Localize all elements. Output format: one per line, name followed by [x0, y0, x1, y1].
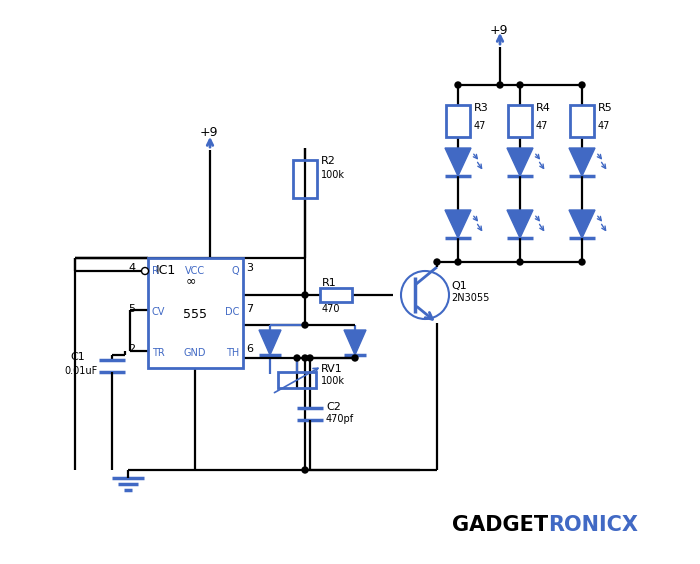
Text: 5: 5 — [128, 304, 135, 314]
Polygon shape — [569, 210, 595, 238]
Circle shape — [497, 82, 503, 88]
Text: C2: C2 — [326, 402, 341, 412]
Circle shape — [455, 82, 461, 88]
Circle shape — [455, 259, 461, 265]
Text: 3: 3 — [246, 263, 253, 273]
Polygon shape — [507, 210, 533, 238]
Text: CV: CV — [152, 307, 165, 317]
Text: 0.01uF: 0.01uF — [64, 366, 97, 376]
Circle shape — [307, 355, 313, 361]
Circle shape — [302, 322, 308, 328]
Circle shape — [579, 82, 585, 88]
Text: 2: 2 — [128, 344, 135, 354]
Bar — [320, 288, 352, 302]
Text: GND: GND — [183, 348, 206, 358]
Circle shape — [517, 82, 523, 88]
Bar — [570, 105, 594, 137]
Text: TH: TH — [225, 348, 239, 358]
Text: 47: 47 — [536, 121, 548, 131]
Text: IC1: IC1 — [156, 264, 176, 277]
Text: 4: 4 — [128, 263, 135, 273]
Text: R5: R5 — [598, 103, 612, 113]
Text: R2: R2 — [321, 156, 336, 166]
Text: 2N3055: 2N3055 — [451, 293, 489, 303]
Text: DC: DC — [225, 307, 239, 317]
Polygon shape — [445, 148, 471, 176]
Text: R1: R1 — [322, 278, 337, 288]
Text: GADGET: GADGET — [452, 515, 548, 535]
Circle shape — [302, 355, 308, 361]
Polygon shape — [344, 330, 366, 355]
Circle shape — [579, 259, 585, 265]
Text: Q1: Q1 — [451, 281, 467, 291]
Bar — [293, 160, 317, 198]
Text: Q: Q — [232, 266, 239, 276]
Text: VCC: VCC — [185, 266, 205, 276]
Bar — [148, 258, 243, 368]
Circle shape — [517, 259, 523, 265]
Text: 47: 47 — [598, 121, 610, 131]
Circle shape — [434, 259, 440, 265]
Polygon shape — [569, 148, 595, 176]
Text: R4: R4 — [536, 103, 551, 113]
Text: 100k: 100k — [321, 170, 345, 180]
Text: 470pf: 470pf — [326, 414, 354, 424]
Polygon shape — [259, 330, 281, 355]
Text: RONICX: RONICX — [548, 515, 638, 535]
Text: 7: 7 — [246, 304, 253, 314]
Text: ∞: ∞ — [186, 274, 197, 287]
Bar — [446, 105, 470, 137]
Text: 470: 470 — [322, 304, 340, 314]
Circle shape — [302, 467, 308, 473]
Text: R: R — [152, 266, 159, 276]
Polygon shape — [445, 210, 471, 238]
Text: R3: R3 — [474, 103, 489, 113]
Text: 6: 6 — [246, 344, 253, 354]
Bar — [278, 372, 316, 388]
Text: C1: C1 — [70, 352, 85, 362]
Text: +9: +9 — [200, 126, 218, 139]
Text: 100k: 100k — [321, 376, 345, 386]
Circle shape — [294, 355, 300, 361]
Circle shape — [352, 355, 358, 361]
Bar — [508, 105, 532, 137]
Circle shape — [141, 267, 148, 275]
Text: +9: +9 — [490, 24, 508, 37]
Text: TR: TR — [152, 348, 164, 358]
Text: RV1: RV1 — [321, 364, 343, 374]
Text: 47: 47 — [474, 121, 486, 131]
Text: 555: 555 — [183, 309, 207, 321]
Polygon shape — [507, 148, 533, 176]
Circle shape — [302, 292, 308, 298]
